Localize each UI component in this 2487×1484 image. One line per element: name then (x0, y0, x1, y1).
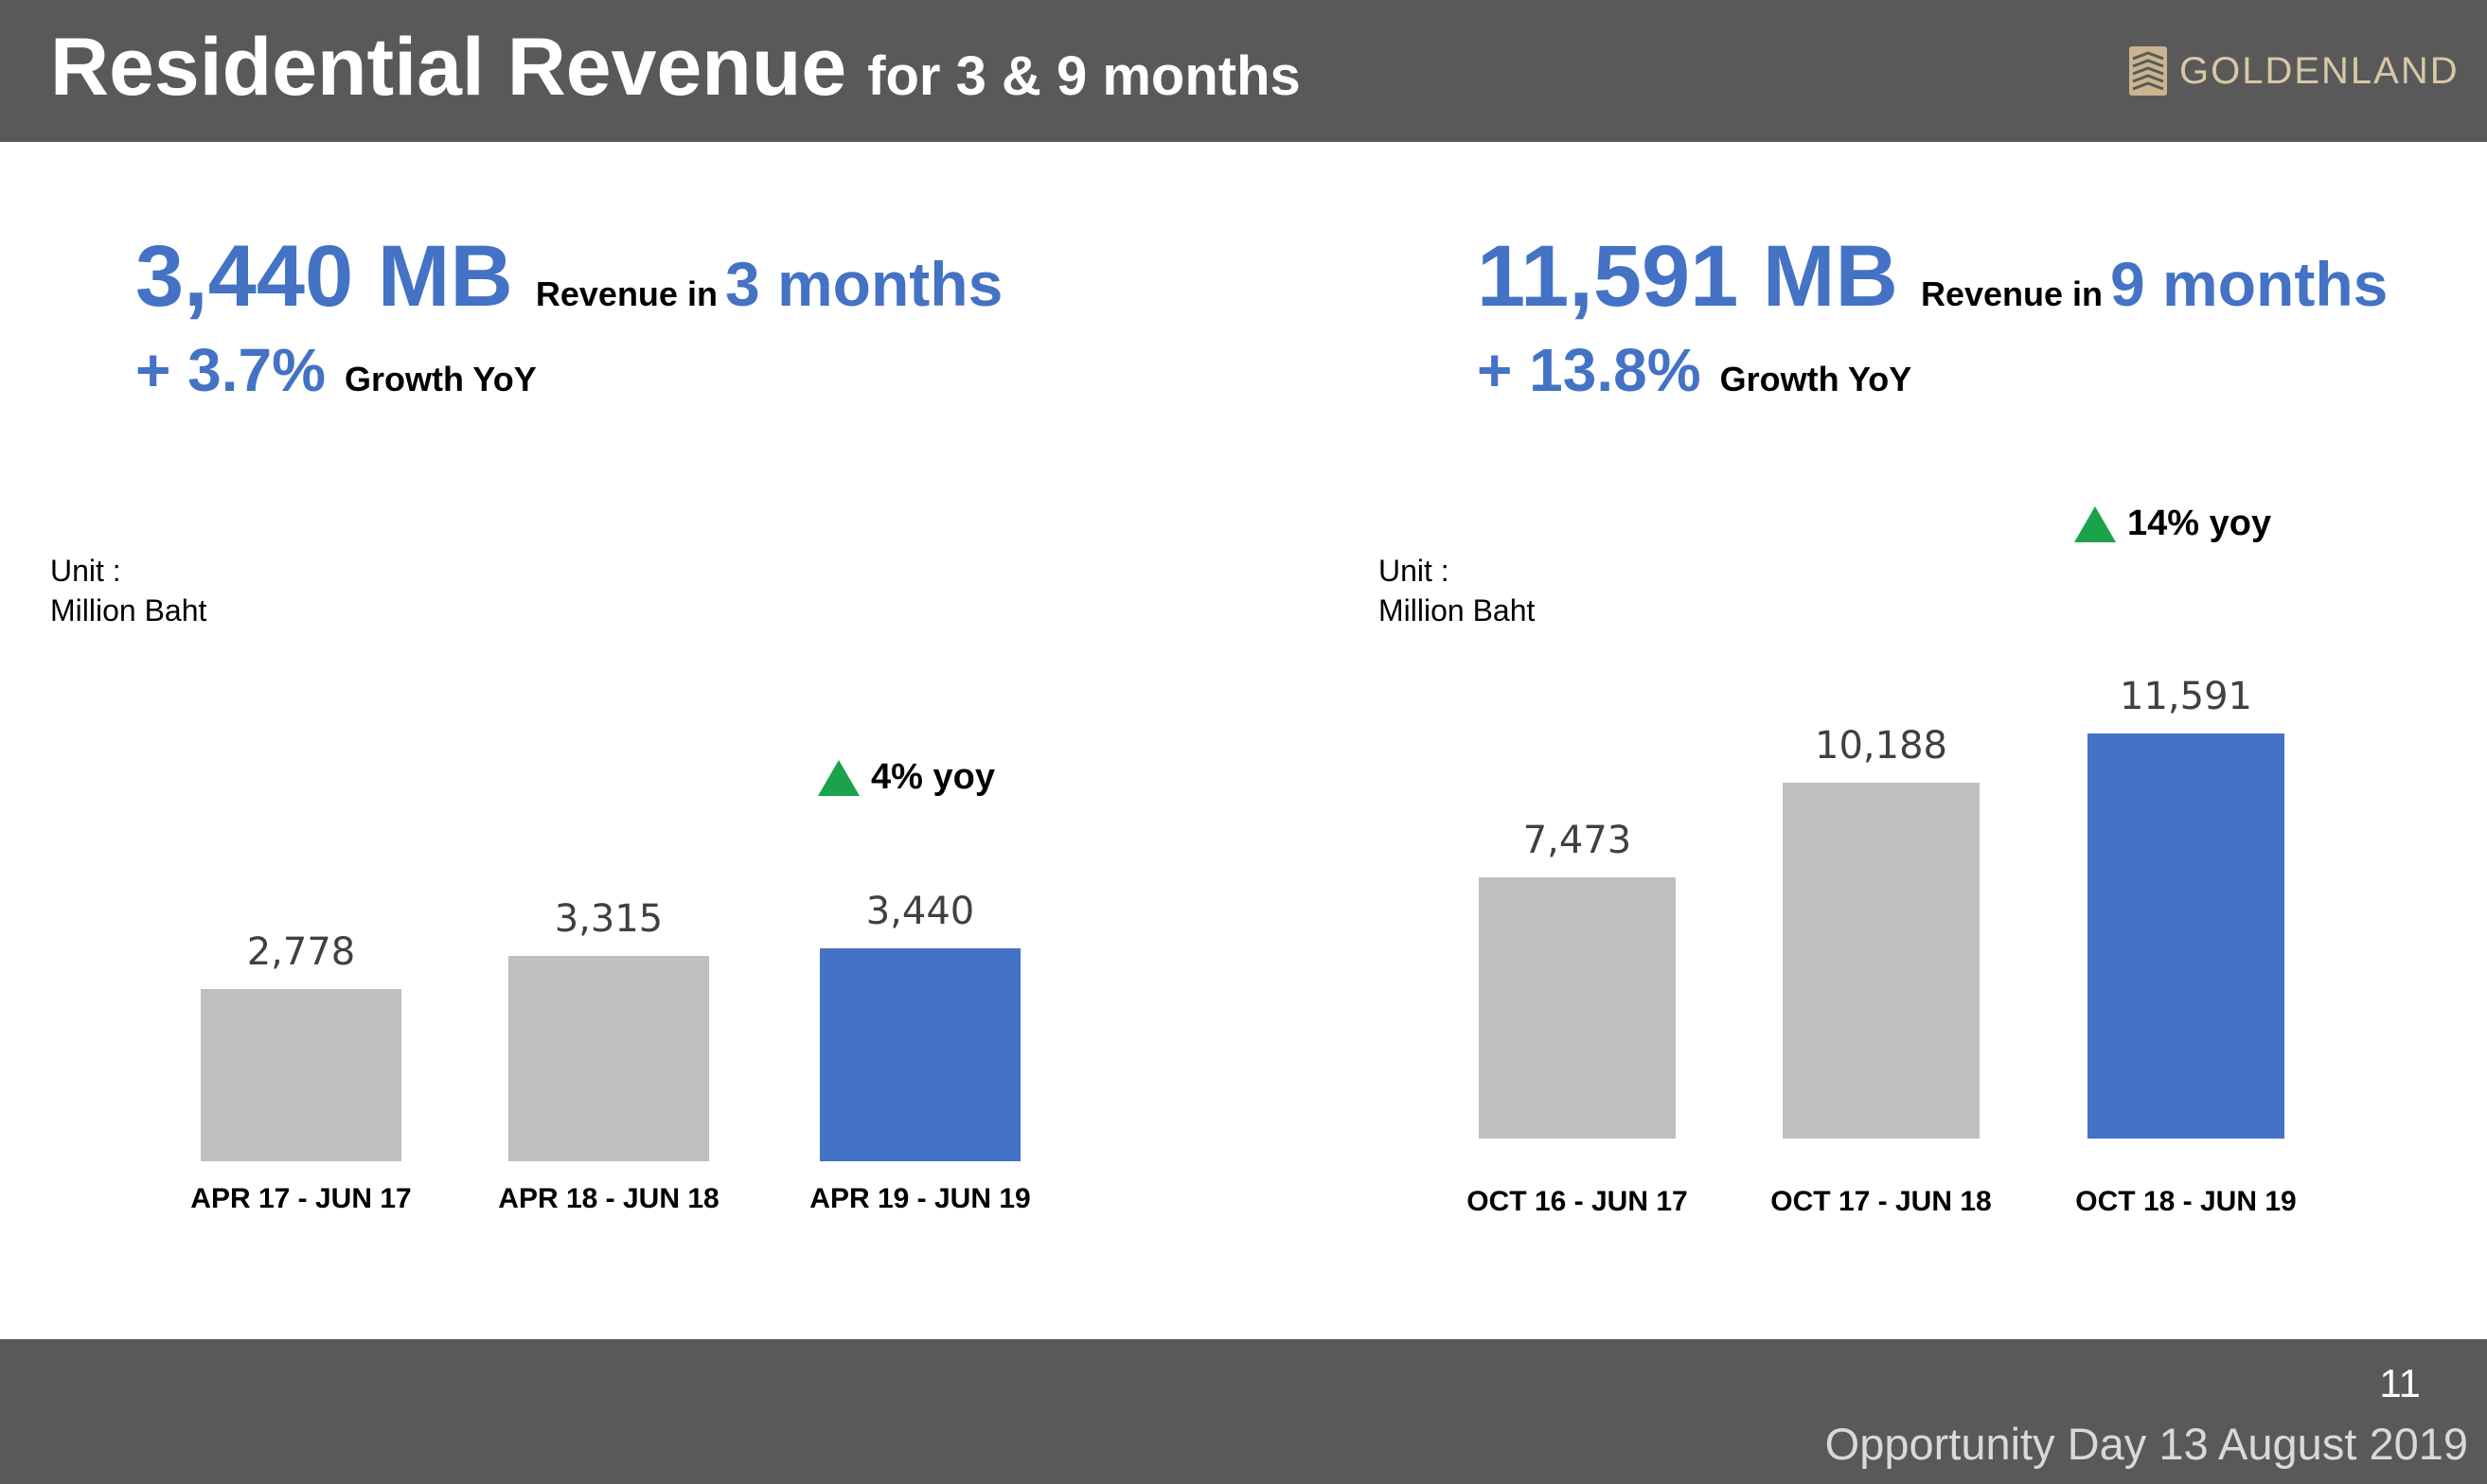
kpi-left-revenue: 3,440 MB Revenue in 3 months (135, 227, 1003, 327)
unit-label-left: Unit : Million Baht (50, 551, 206, 630)
bar-value-label: 2,778 (246, 930, 356, 975)
bar-2 (1783, 783, 1980, 1139)
growth-right-value: + 13.8% (1477, 336, 1701, 404)
unit-right-line1: Unit : (1378, 554, 1449, 588)
yoy-left-label: 4% yoy (871, 757, 995, 797)
title-subtitle: for 3 & 9 months (867, 45, 1301, 107)
category-label: OCT 17 - JUN 18 (1770, 1186, 1992, 1217)
category-label: APR 18 - JUN 18 (498, 1183, 719, 1214)
bar-1 (1479, 877, 1676, 1139)
company-logo: GOLDENLAND (2128, 45, 2460, 97)
kpi-left-period: 3 months (724, 249, 1004, 319)
bar-value-label: 3,440 (865, 889, 975, 933)
growth-left-desc: Growth YoY (345, 360, 537, 398)
growth-right-desc: Growth YoY (1719, 360, 1912, 398)
bar-value-label: 7,473 (1522, 819, 1632, 863)
page-number: 11 (2379, 1361, 2421, 1405)
yoy-badge-left: 4% yoy (818, 757, 995, 798)
unit-right-line2: Million Baht (1378, 593, 1536, 627)
page-title: Residential Revenue for 3 & 9 months (50, 21, 1301, 115)
bar-3 (2087, 733, 2284, 1139)
up-triangle-icon (2074, 505, 2116, 542)
title-main: Residential Revenue (50, 22, 847, 113)
category-label: OCT 16 - JUN 17 (1466, 1186, 1688, 1217)
category-label: APR 17 - JUN 17 (190, 1183, 412, 1214)
kpi-right-revenue: 11,591 MB Revenue in 9 months (1477, 227, 2388, 327)
category-label: OCT 18 - JUN 19 (2075, 1186, 2297, 1217)
footer-bar (0, 1339, 2487, 1484)
bar-2 (508, 955, 709, 1161)
category-label: APR 19 - JUN 19 (809, 1183, 1031, 1214)
logo-icon (2129, 46, 2167, 96)
up-triangle-icon (818, 759, 860, 796)
yoy-right-label: 14% yoy (2127, 504, 2272, 543)
kpi-right-value: 11,591 MB (1477, 228, 1898, 325)
bar-3 (820, 947, 1021, 1161)
bar-value-label: 10,188 (1815, 724, 1947, 768)
unit-left-line2: Million Baht (50, 593, 207, 627)
logo-text: GOLDENLAND (2179, 49, 2460, 92)
event-label: Opportunity Day 13 August 2019 (1824, 1419, 2468, 1469)
bar-1 (201, 989, 401, 1161)
kpi-left-growth: + 3.7% Growth YoY (135, 335, 537, 405)
unit-label-right: Unit : Million Baht (1378, 551, 1535, 630)
kpi-left-value: 3,440 MB (135, 228, 513, 325)
kpi-right-growth: + 13.8% Growth YoY (1477, 335, 1911, 405)
kpi-right-desc: Revenue in (1920, 274, 2104, 313)
header-bar (0, 0, 2487, 142)
kpi-left-desc: Revenue in (535, 274, 718, 313)
growth-left-value: + 3.7% (135, 336, 327, 404)
unit-left-line1: Unit : (50, 554, 121, 588)
yoy-badge-right: 14% yoy (2074, 504, 2271, 544)
bar-value-label: 3,315 (554, 896, 664, 941)
kpi-right-period: 9 months (2110, 249, 2389, 319)
bar-value-label: 11,591 (2120, 675, 2252, 719)
